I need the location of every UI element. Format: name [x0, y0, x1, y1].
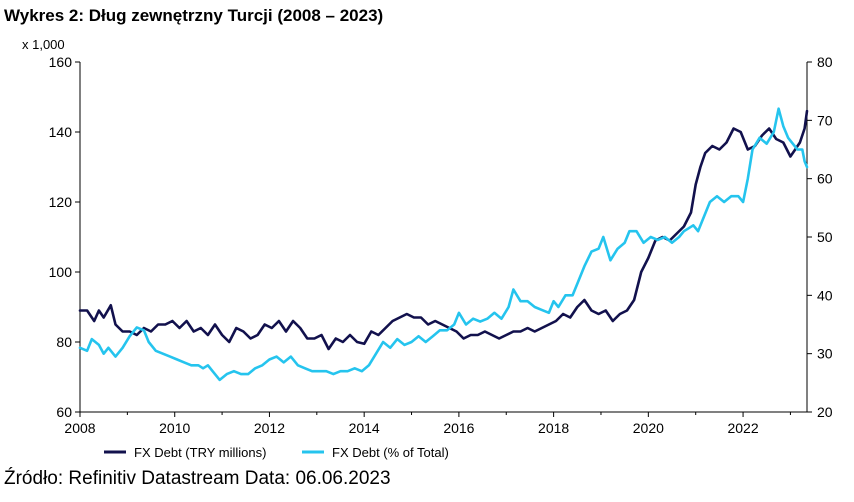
- x-axis-tick-label: 2016: [443, 420, 474, 436]
- x-axis-tick-label: 2018: [538, 420, 569, 436]
- right-axis-tick-label: 40: [817, 287, 833, 303]
- x-axis-tick-label: 2010: [159, 420, 190, 436]
- left-axis-tick-label: 80: [56, 334, 72, 350]
- source-note: Źródło: Refinitiv Datastream Data: 06.06…: [4, 468, 391, 489]
- x-axis-tick-label: 2008: [64, 420, 95, 436]
- legend-label-2: FX Debt (% of Total): [332, 445, 449, 460]
- left-axis-tick-label: 120: [49, 194, 73, 210]
- left-axis-tick-label: 100: [49, 264, 73, 280]
- x-axis-tick-label: 2012: [254, 420, 285, 436]
- right-axis-tick-label: 50: [817, 229, 833, 245]
- x-axis-tick-label: 2014: [349, 420, 380, 436]
- right-axis-tick-label: 30: [817, 346, 833, 362]
- left-axis-unit-label: x 1,000: [22, 37, 65, 52]
- right-axis-tick-label: 20: [817, 404, 833, 420]
- chart-axes: 60 80 100 120 140 160 20 30 40 50 60 70 80 2008 2010 20…: [49, 54, 833, 436]
- x-axis-tick-label: 2020: [633, 420, 664, 436]
- left-axis-tick-label: 60: [56, 404, 72, 420]
- series-line-2: [78, 107, 809, 382]
- right-axis-tick-label: 80: [817, 54, 833, 70]
- chart-plot-area: [78, 107, 809, 382]
- left-axis-tick-label: 140: [49, 124, 73, 140]
- left-axis-tick-label: 160: [49, 54, 73, 70]
- legend-label-1: FX Debt (TRY millions): [134, 445, 266, 460]
- line-chart: x 1,000 60 80 100 120 140 160 20 30 40 50 60 70 80 20…: [22, 37, 833, 460]
- right-axis-tick-label: 60: [817, 171, 833, 187]
- right-axis-tick-label: 70: [817, 112, 833, 128]
- chart-title: Wykres 2: Dług zewnętrzny Turcji (2008 –…: [4, 6, 384, 25]
- chart-legend: FX Debt (TRY millions) FX Debt (% of Tota…: [104, 445, 449, 460]
- x-axis-tick-label: 2022: [727, 420, 758, 436]
